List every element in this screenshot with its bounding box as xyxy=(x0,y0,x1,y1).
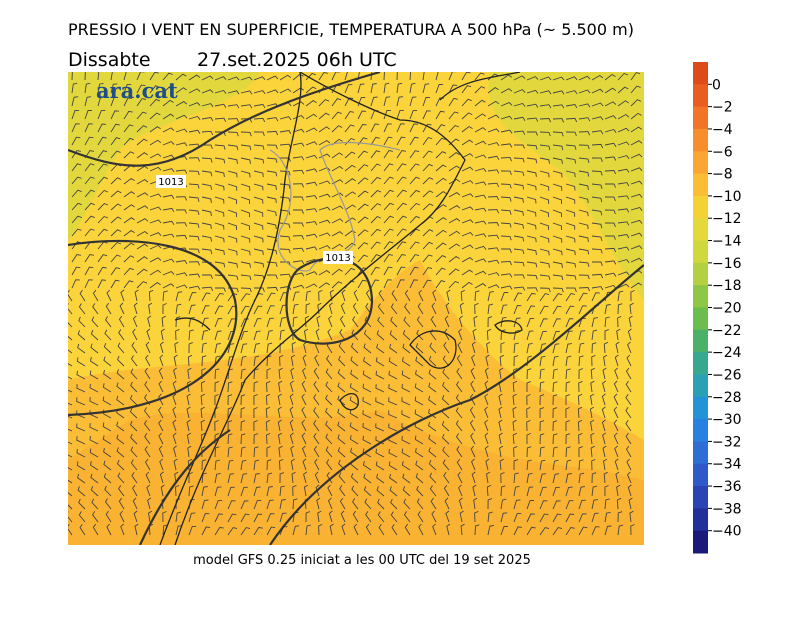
colorbar-label: −30 xyxy=(712,412,742,428)
colorbar-swatch xyxy=(693,508,708,532)
colorbar-swatch xyxy=(693,374,708,398)
wind-barb-field xyxy=(68,72,643,536)
colorbar-label: −10 xyxy=(712,189,742,205)
colorbar: 0 −2 −4 −6 −8 −10 −12 −14 −16 −18 −20 −22 −24 −26 −28 −… xyxy=(693,62,742,554)
colorbar-swatch xyxy=(693,530,708,554)
colorbar-swatch xyxy=(693,262,708,286)
colorbar-swatch xyxy=(693,352,708,375)
colorbar-swatch xyxy=(693,218,708,242)
colorbar-swatch xyxy=(693,173,708,197)
colorbar-label: −8 xyxy=(712,167,733,183)
colorbar-label: −2 xyxy=(712,100,733,116)
colorbar-swatch xyxy=(693,486,708,509)
colorbar-label: −16 xyxy=(712,256,742,272)
colorbar-swatch xyxy=(693,62,708,85)
colorbar-label: −22 xyxy=(712,323,742,339)
isobars xyxy=(68,72,644,545)
colorbar-label: −34 xyxy=(712,457,742,473)
colorbar-label: −40 xyxy=(712,524,742,540)
footer: model GFS 0.25 iniciat a les 00 UTC del … xyxy=(193,553,531,568)
colorbar-label: −32 xyxy=(712,434,742,450)
colorbar-label: −12 xyxy=(712,211,742,227)
isobar-labels: 1013 1013 xyxy=(156,175,353,264)
date: 27.set.2025 06h UTC xyxy=(197,49,397,71)
colorbar-label: −4 xyxy=(712,122,733,138)
colorbar-swatch xyxy=(693,195,708,219)
colorbar-label: −6 xyxy=(712,144,733,160)
logo: ara.cat xyxy=(96,78,178,103)
colorbar-swatch xyxy=(693,151,708,175)
colorbar-label: −28 xyxy=(712,390,742,406)
colorbar-label: −24 xyxy=(712,345,742,361)
colorbar-swatch xyxy=(693,84,708,108)
colorbar-swatch xyxy=(693,285,708,308)
colorbar-swatch xyxy=(693,419,708,442)
field-cold xyxy=(68,72,260,240)
title: PRESSIO I VENT EN SUPERFICIE, TEMPERATUR… xyxy=(68,20,634,39)
colorbar-swatch xyxy=(693,307,708,331)
colorbar-swatch xyxy=(693,441,708,465)
colorbar-label: −18 xyxy=(712,278,742,294)
map: 1013 1013 ara.cat xyxy=(68,72,644,545)
wind-barbs xyxy=(68,72,643,536)
day: Dissabte xyxy=(68,49,151,71)
colorbar-swatch xyxy=(693,329,708,353)
colorbar-label: −38 xyxy=(712,501,742,517)
colorbar-label: −14 xyxy=(712,234,742,250)
colorbar-label: −20 xyxy=(712,301,742,317)
coastline xyxy=(159,72,523,545)
colorbar-label: −36 xyxy=(712,479,742,495)
colorbar-swatch xyxy=(693,240,708,264)
colorbar-swatch xyxy=(693,106,708,130)
colorbar-swatch xyxy=(693,463,708,487)
colorbar-swatch xyxy=(693,396,708,420)
isobar-label: 1013 xyxy=(325,253,350,264)
colorbar-swatch xyxy=(693,128,708,152)
colorbar-label: −26 xyxy=(712,367,742,383)
colorbar-label: 0 xyxy=(712,77,721,93)
field-cold xyxy=(488,72,644,300)
isobar-label: 1013 xyxy=(158,177,183,188)
